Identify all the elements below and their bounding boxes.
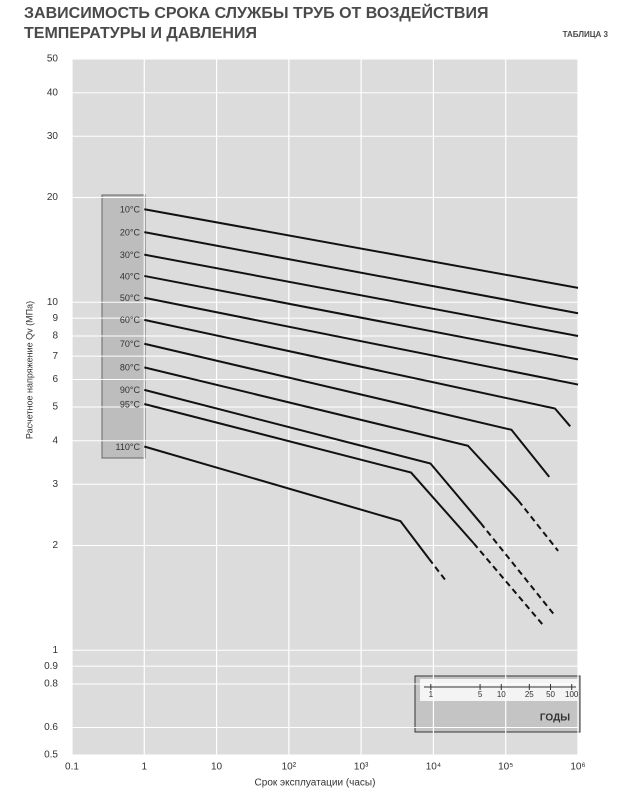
- y-tick-label: 4: [52, 435, 58, 446]
- line: [144, 366, 520, 502]
- y-tick-label: 3: [52, 479, 58, 490]
- y-tick-label: 30: [47, 131, 59, 142]
- legend-label: 40°C: [120, 271, 141, 281]
- inset-tick-label: 5: [478, 690, 483, 699]
- line: [144, 318, 571, 427]
- y-tick-label: 10: [47, 297, 59, 308]
- line: [144, 445, 430, 560]
- y-tick-label: 0.5: [44, 750, 58, 761]
- chart-subtitle: ТАБЛИЦА 3: [562, 30, 608, 39]
- x-tick-label: 10: [211, 762, 223, 773]
- y-tick-label: 1: [52, 645, 58, 656]
- legend-label: 60°C: [120, 315, 141, 325]
- x-axis-label: Срок эксплуатации (часы): [255, 778, 376, 789]
- x-tick-label: 10²: [282, 762, 297, 773]
- legend-label: 110°C: [116, 442, 141, 452]
- legend-label: 20°C: [120, 228, 141, 238]
- x-tick-label: 1: [142, 762, 148, 773]
- y-tick-label: 0.8: [44, 679, 58, 690]
- legend-label: 50°C: [120, 293, 141, 303]
- legend-box: [101, 194, 146, 459]
- inset-strip: [420, 679, 578, 701]
- inset-label: ГОДЫ: [540, 713, 570, 724]
- y-axis-label: Расчетное напряжение Qv (МПа): [24, 301, 34, 439]
- chart-title: ЗАВИСИМОСТЬ СРОКА СЛУЖБЫ ТРУБ ОТ ВОЗДЕЙС…: [24, 5, 489, 42]
- legend-label: 30°C: [120, 250, 141, 260]
- line-extrapolated: [517, 500, 559, 552]
- y-tick-label: 50: [47, 54, 59, 65]
- y-tick-label: 40: [47, 87, 59, 98]
- line-extrapolated: [428, 558, 447, 582]
- line: [144, 274, 579, 361]
- legend-label: 95°C: [120, 399, 141, 409]
- legend-label: 70°C: [120, 339, 141, 349]
- x-tick-label: 10⁴: [426, 762, 441, 773]
- y-tick-label: 6: [52, 374, 58, 385]
- y-tick-label: 20: [47, 192, 59, 203]
- y-tick-label: 7: [52, 351, 58, 362]
- y-tick-label: 5: [52, 402, 58, 413]
- x-tick-label: 10⁶: [570, 762, 585, 773]
- inset-tick-label: 10: [497, 690, 506, 699]
- line: [144, 296, 579, 386]
- y-tick-label: 8: [52, 331, 58, 342]
- line: [144, 342, 551, 478]
- y-tick-label: 0.6: [44, 722, 58, 733]
- inset-tick-label: 50: [546, 690, 555, 699]
- line: [144, 388, 482, 524]
- y-tick-label: 0.9: [44, 661, 58, 672]
- line: [144, 231, 579, 315]
- y-tick-label: 2: [52, 540, 58, 551]
- line: [144, 403, 475, 544]
- x-tick-label: 0.1: [65, 762, 79, 773]
- legend-label: 80°C: [120, 363, 141, 373]
- line: [144, 253, 579, 337]
- x-tick-label: 10⁵: [498, 762, 513, 773]
- line: [144, 208, 579, 289]
- line-extrapolated: [472, 542, 544, 626]
- x-tick-label: 10³: [354, 762, 369, 773]
- legend-label: 90°C: [120, 385, 141, 395]
- inset-tick-label: 1: [429, 690, 434, 699]
- inset-tick-label: 100: [565, 690, 579, 699]
- legend-label: 10°C: [120, 205, 141, 215]
- y-tick-label: 9: [52, 313, 58, 324]
- inset-tick-label: 25: [525, 690, 534, 699]
